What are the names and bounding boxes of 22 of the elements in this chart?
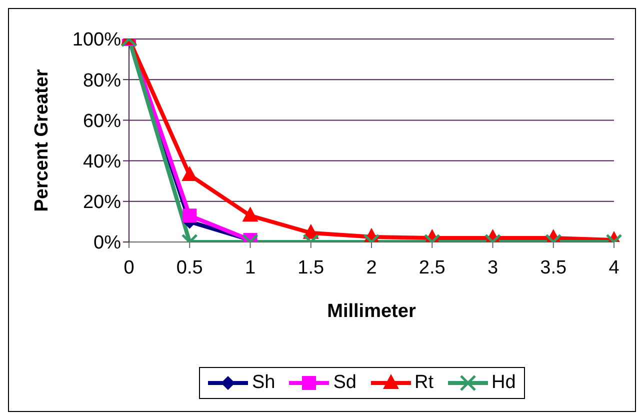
legend-label: Rt [414,372,434,394]
point [242,206,258,222]
legend-label: Hd [490,372,516,394]
x-tick-label: 1 [244,257,256,278]
y-tick-label: 20% [82,192,122,214]
x-tick-label: 2 [366,257,377,278]
y-axis-title: Percent Greater [32,68,53,212]
y-tick-label: 60% [82,110,122,132]
y-tick-label: 100% [72,30,122,51]
y-tick-label: 80% [82,70,122,92]
x-tick-label: 4 [608,257,620,278]
y-tick-label: 40% [82,152,122,173]
legend-label: Sh [251,372,276,394]
x-tick-label: 0.5 [176,257,203,278]
x-tick-label: 3 [487,257,498,278]
y-tick-label: 0% [94,232,122,254]
x-tick-label: 0 [124,257,134,278]
x-tick-label: 1.5 [298,257,324,278]
legend-label: Sd [332,372,356,394]
x-axis-title: Millimeter [327,301,416,322]
x-tick-label: 2.5 [418,257,446,278]
x-tick-label: 3.5 [540,257,567,278]
